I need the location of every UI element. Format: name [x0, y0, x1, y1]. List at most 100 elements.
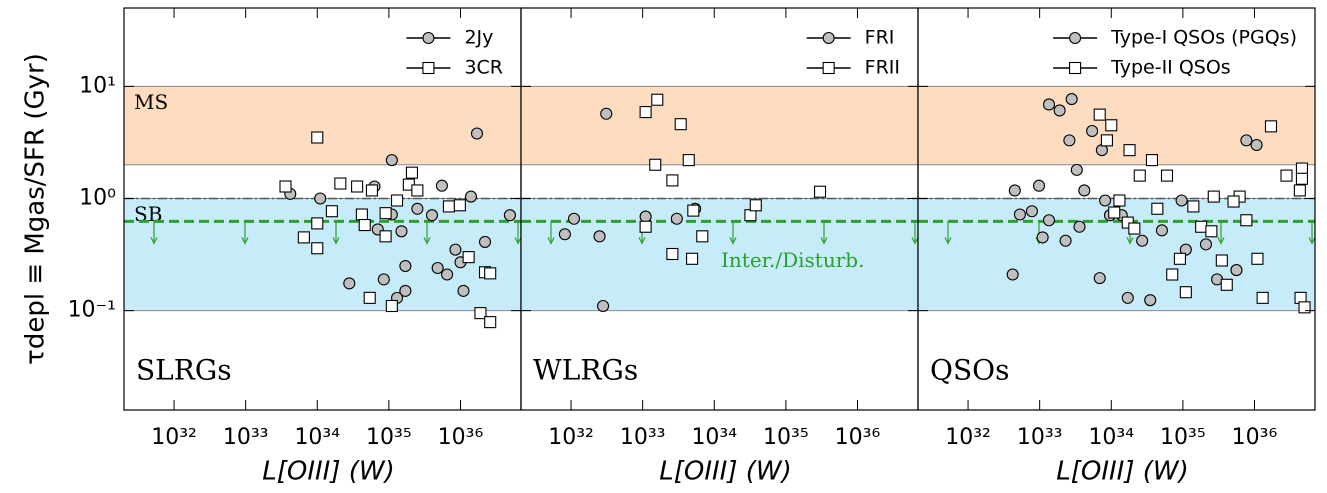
limit-arrow-head [332, 237, 340, 245]
data-point [385, 299, 398, 313]
limit-arrow-head [911, 237, 918, 245]
data-point [1295, 172, 1308, 185]
data-point [311, 217, 324, 230]
x-tick-label: 10³⁶ [835, 425, 881, 450]
data-point [1298, 301, 1311, 314]
legend-label: FRI [865, 27, 895, 49]
data-point [431, 261, 444, 275]
band-label: MS [134, 90, 168, 114]
data-point [470, 127, 484, 140]
data-point [453, 199, 466, 212]
data-point [503, 209, 516, 222]
data-point [674, 118, 687, 131]
limit-arrow-head [820, 237, 828, 245]
data-point [297, 231, 310, 244]
x-tick-label: 10³² [151, 425, 197, 450]
limit-arrow-head [547, 237, 555, 245]
data-point [457, 284, 470, 297]
data-point [1032, 179, 1046, 192]
data-point [311, 131, 324, 144]
y-tick-label: 10⁰ [79, 186, 116, 211]
data-point [399, 259, 412, 273]
data-point [1199, 238, 1212, 251]
data-point [686, 252, 699, 265]
data-point [1100, 134, 1113, 147]
data-point [1093, 108, 1106, 121]
data-point [639, 220, 652, 233]
data-point [1042, 98, 1056, 111]
data-point [435, 179, 448, 192]
data-point [478, 235, 492, 248]
data-point [484, 316, 497, 329]
data-point [1099, 194, 1112, 207]
x-axis-label: L[OIII] (W) [659, 457, 792, 487]
data-point [1205, 225, 1218, 238]
x-tick-label: 10³⁵ [1160, 425, 1206, 450]
axes-frame [917, 7, 1316, 411]
data-point [567, 212, 581, 225]
x-tick-label: 10³³ [223, 425, 269, 450]
data-point [1250, 138, 1263, 152]
data-point [474, 307, 487, 320]
data-point [1006, 268, 1019, 281]
data-point [1025, 205, 1038, 218]
data-point [1053, 104, 1066, 117]
panel-label: WLRGs [533, 354, 638, 387]
data-point [1105, 119, 1118, 132]
data-point [1293, 184, 1306, 197]
data-point [666, 247, 679, 261]
data-point [1187, 200, 1200, 213]
legend-label: 3CR [464, 57, 503, 79]
x-tick-label: 10³² [548, 425, 594, 450]
x-tick-label: 10³⁴ [691, 425, 737, 450]
legend-label: Type-II QSOs [1110, 57, 1231, 79]
data-point [441, 268, 454, 281]
data-point [1195, 220, 1208, 233]
data-point [425, 209, 439, 222]
data-point [379, 207, 392, 220]
data-point [639, 106, 652, 119]
data-point [1166, 268, 1179, 281]
panel: Inter./Disturb. 10³² 10³³ 10³⁴ 10³⁵ 10³⁶ WLRGs… [520, 7, 919, 487]
data-point [1145, 154, 1159, 167]
data-point [1065, 93, 1078, 106]
x-tick-label: 10³⁴ [1088, 425, 1134, 450]
data-point [1013, 208, 1026, 221]
limit-arrow-head [729, 237, 737, 245]
data-point [666, 174, 679, 187]
data-point [639, 210, 652, 223]
x-tick-label: 10³² [945, 425, 991, 450]
limit-arrow-head [514, 237, 521, 245]
x-tick-label: 10³³ [1017, 425, 1063, 450]
data-point [597, 299, 610, 313]
data-point [1059, 234, 1072, 247]
data-point [343, 277, 356, 290]
data-point [687, 204, 700, 217]
x-tick-label: 10³⁵ [366, 425, 412, 450]
data-point [1220, 278, 1233, 291]
data-point [593, 230, 606, 243]
data-point [377, 273, 390, 286]
data-point [1227, 195, 1240, 208]
data-point [464, 190, 477, 203]
legend-marker [1069, 61, 1082, 75]
data-point [1073, 220, 1086, 233]
limit-arrow-head [423, 237, 431, 245]
y-tick-label: 10⁻¹ [68, 298, 116, 323]
panel: 10³² 10³³ 10³⁴ 10³⁵ 10³⁶ QSOs L[OIII] (W) Type-… [917, 7, 1316, 487]
data-point [351, 180, 364, 193]
data-point [1264, 120, 1278, 133]
x-tick-label: 10³⁴ [294, 425, 340, 450]
data-point [390, 194, 404, 207]
data-point [1070, 163, 1083, 176]
data-point [1160, 169, 1174, 182]
limit-arrow-head [1308, 237, 1315, 245]
data-point [1179, 286, 1192, 299]
y-tick-label: 10¹ [79, 73, 116, 98]
data-point [449, 243, 462, 256]
data-point [1207, 190, 1220, 203]
data-point [1123, 144, 1136, 157]
data-point [358, 218, 371, 232]
